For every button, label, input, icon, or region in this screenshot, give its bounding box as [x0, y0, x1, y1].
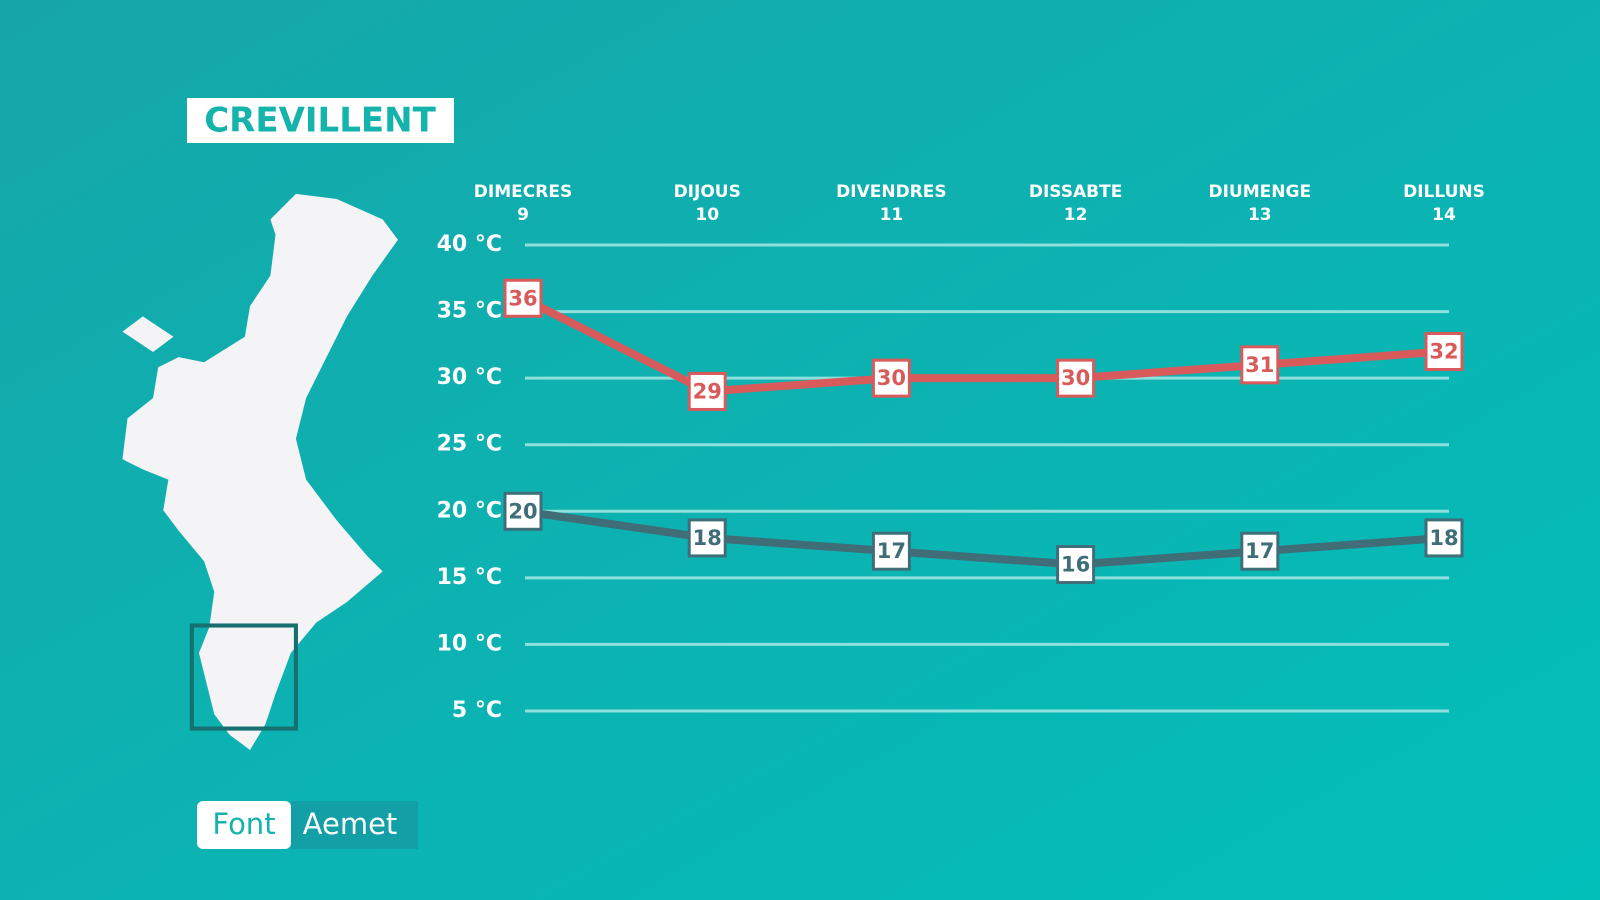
- y-tick-label: 10 °C: [437, 631, 502, 656]
- title-box: [187, 98, 454, 143]
- x-tick-day: 9: [517, 205, 529, 225]
- chart-title: CREVILLENT: [204, 101, 436, 141]
- x-tick-label: DISSABTE: [1029, 182, 1122, 202]
- value-label: 17: [1245, 539, 1274, 563]
- y-tick-label: 20 °C: [437, 498, 502, 523]
- point-marker: [1240, 345, 1280, 385]
- value-label: 32: [1429, 340, 1458, 364]
- point-marker: [503, 278, 543, 318]
- value-label: 20: [508, 499, 537, 523]
- point-marker: [1424, 518, 1464, 558]
- value-label: 16: [1061, 553, 1090, 577]
- map-island: [122, 316, 174, 353]
- value-label: 31: [1245, 353, 1274, 377]
- value-label: 30: [877, 366, 906, 390]
- y-tick-label: 30 °C: [437, 365, 502, 390]
- value-label: 30: [1061, 366, 1090, 390]
- source: Aemet: [303, 807, 398, 841]
- point-marker: [871, 531, 911, 571]
- value-label: 17: [877, 539, 906, 563]
- point-marker: [871, 358, 911, 398]
- point-marker: [1240, 531, 1280, 571]
- value-label: 29: [693, 379, 722, 403]
- source-label-box: [197, 801, 291, 849]
- y-tick-label: 40 °C: [437, 232, 502, 257]
- x-tick-label: DIJOUS: [674, 182, 741, 202]
- x-tick-day: 10: [695, 205, 719, 225]
- point-marker: [687, 518, 727, 558]
- series-line: [522, 507, 1445, 569]
- point-marker: [1424, 332, 1464, 372]
- point-marker: [1056, 358, 1096, 398]
- value-label: 18: [693, 526, 722, 550]
- source-box: [291, 801, 418, 849]
- point-marker: [687, 371, 727, 411]
- source-label: Font: [212, 807, 275, 841]
- x-tick-day: 14: [1432, 205, 1456, 225]
- value-label: 36: [508, 286, 537, 310]
- x-tick-day: 11: [880, 205, 904, 225]
- x-tick-label: DIVENDRES: [836, 182, 947, 202]
- map-highlight: [189, 623, 298, 731]
- series-line: [521, 294, 1445, 396]
- y-tick-label: 35 °C: [437, 299, 502, 324]
- x-tick-day: 13: [1248, 205, 1272, 225]
- x-tick-label: DIMECRES: [474, 182, 572, 202]
- y-tick-label: 15 °C: [437, 565, 502, 590]
- x-tick-label: DILLUNS: [1403, 182, 1485, 202]
- point-marker: [1056, 545, 1096, 585]
- x-tick-day: 12: [1064, 205, 1088, 225]
- y-tick-label: 25 °C: [437, 432, 502, 457]
- y-tick-label: 5 °C: [452, 698, 502, 723]
- map-region: [122, 193, 398, 750]
- value-label: 18: [1429, 526, 1458, 550]
- x-tick-label: DIUMENGE: [1209, 182, 1312, 202]
- map: [122, 193, 398, 750]
- point-marker: [503, 491, 543, 531]
